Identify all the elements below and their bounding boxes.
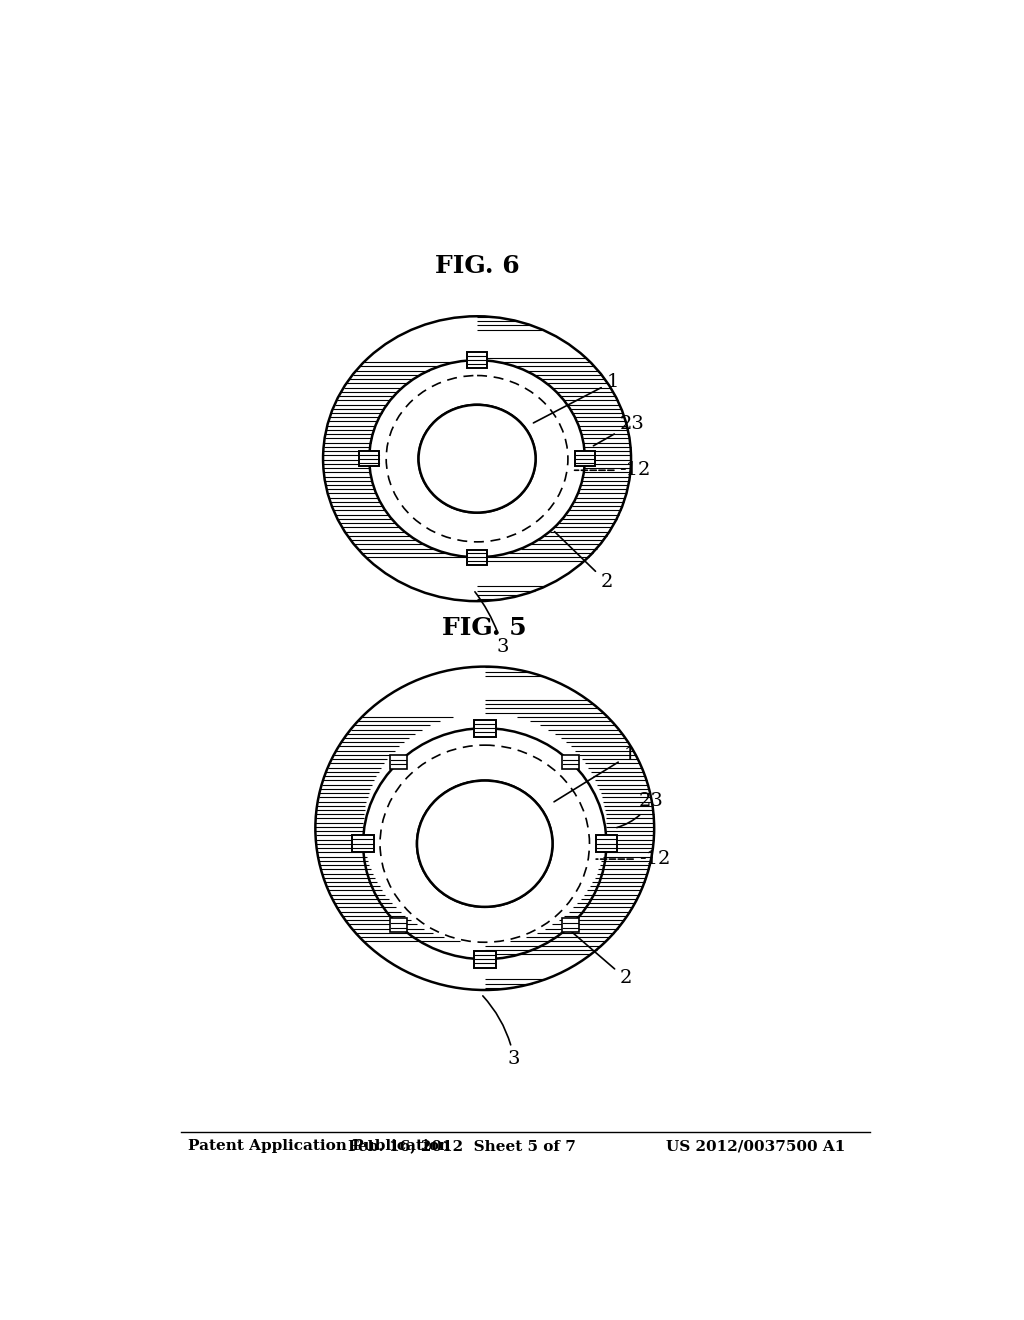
Bar <box>474 950 496 968</box>
Ellipse shape <box>419 405 536 512</box>
Text: FIG. 5: FIG. 5 <box>442 616 527 640</box>
Text: 3: 3 <box>482 995 520 1068</box>
Ellipse shape <box>417 780 553 907</box>
Text: 1: 1 <box>534 372 618 422</box>
Text: 2: 2 <box>555 532 612 591</box>
Bar <box>474 719 496 737</box>
Text: 3: 3 <box>475 591 509 656</box>
Bar <box>467 352 487 368</box>
Bar <box>390 919 408 932</box>
Text: 23: 23 <box>616 792 664 828</box>
Bar <box>574 451 595 466</box>
Text: US 2012/0037500 A1: US 2012/0037500 A1 <box>666 1139 845 1154</box>
Bar <box>359 451 379 466</box>
Bar <box>562 755 580 770</box>
Bar <box>467 549 487 565</box>
Text: -12: -12 <box>596 850 670 869</box>
Bar <box>352 836 374 853</box>
Bar <box>390 755 408 770</box>
Text: FIG. 6: FIG. 6 <box>435 255 519 279</box>
Text: -12: -12 <box>574 461 651 479</box>
Text: 1: 1 <box>554 746 636 801</box>
Ellipse shape <box>419 405 536 512</box>
Text: Patent Application Publication: Patent Application Publication <box>188 1139 451 1154</box>
Text: 2: 2 <box>572 932 632 987</box>
Text: 23: 23 <box>594 414 644 446</box>
Ellipse shape <box>417 780 553 907</box>
Bar <box>562 919 580 932</box>
Bar <box>596 836 617 853</box>
Text: Feb. 16, 2012  Sheet 5 of 7: Feb. 16, 2012 Sheet 5 of 7 <box>348 1139 575 1154</box>
